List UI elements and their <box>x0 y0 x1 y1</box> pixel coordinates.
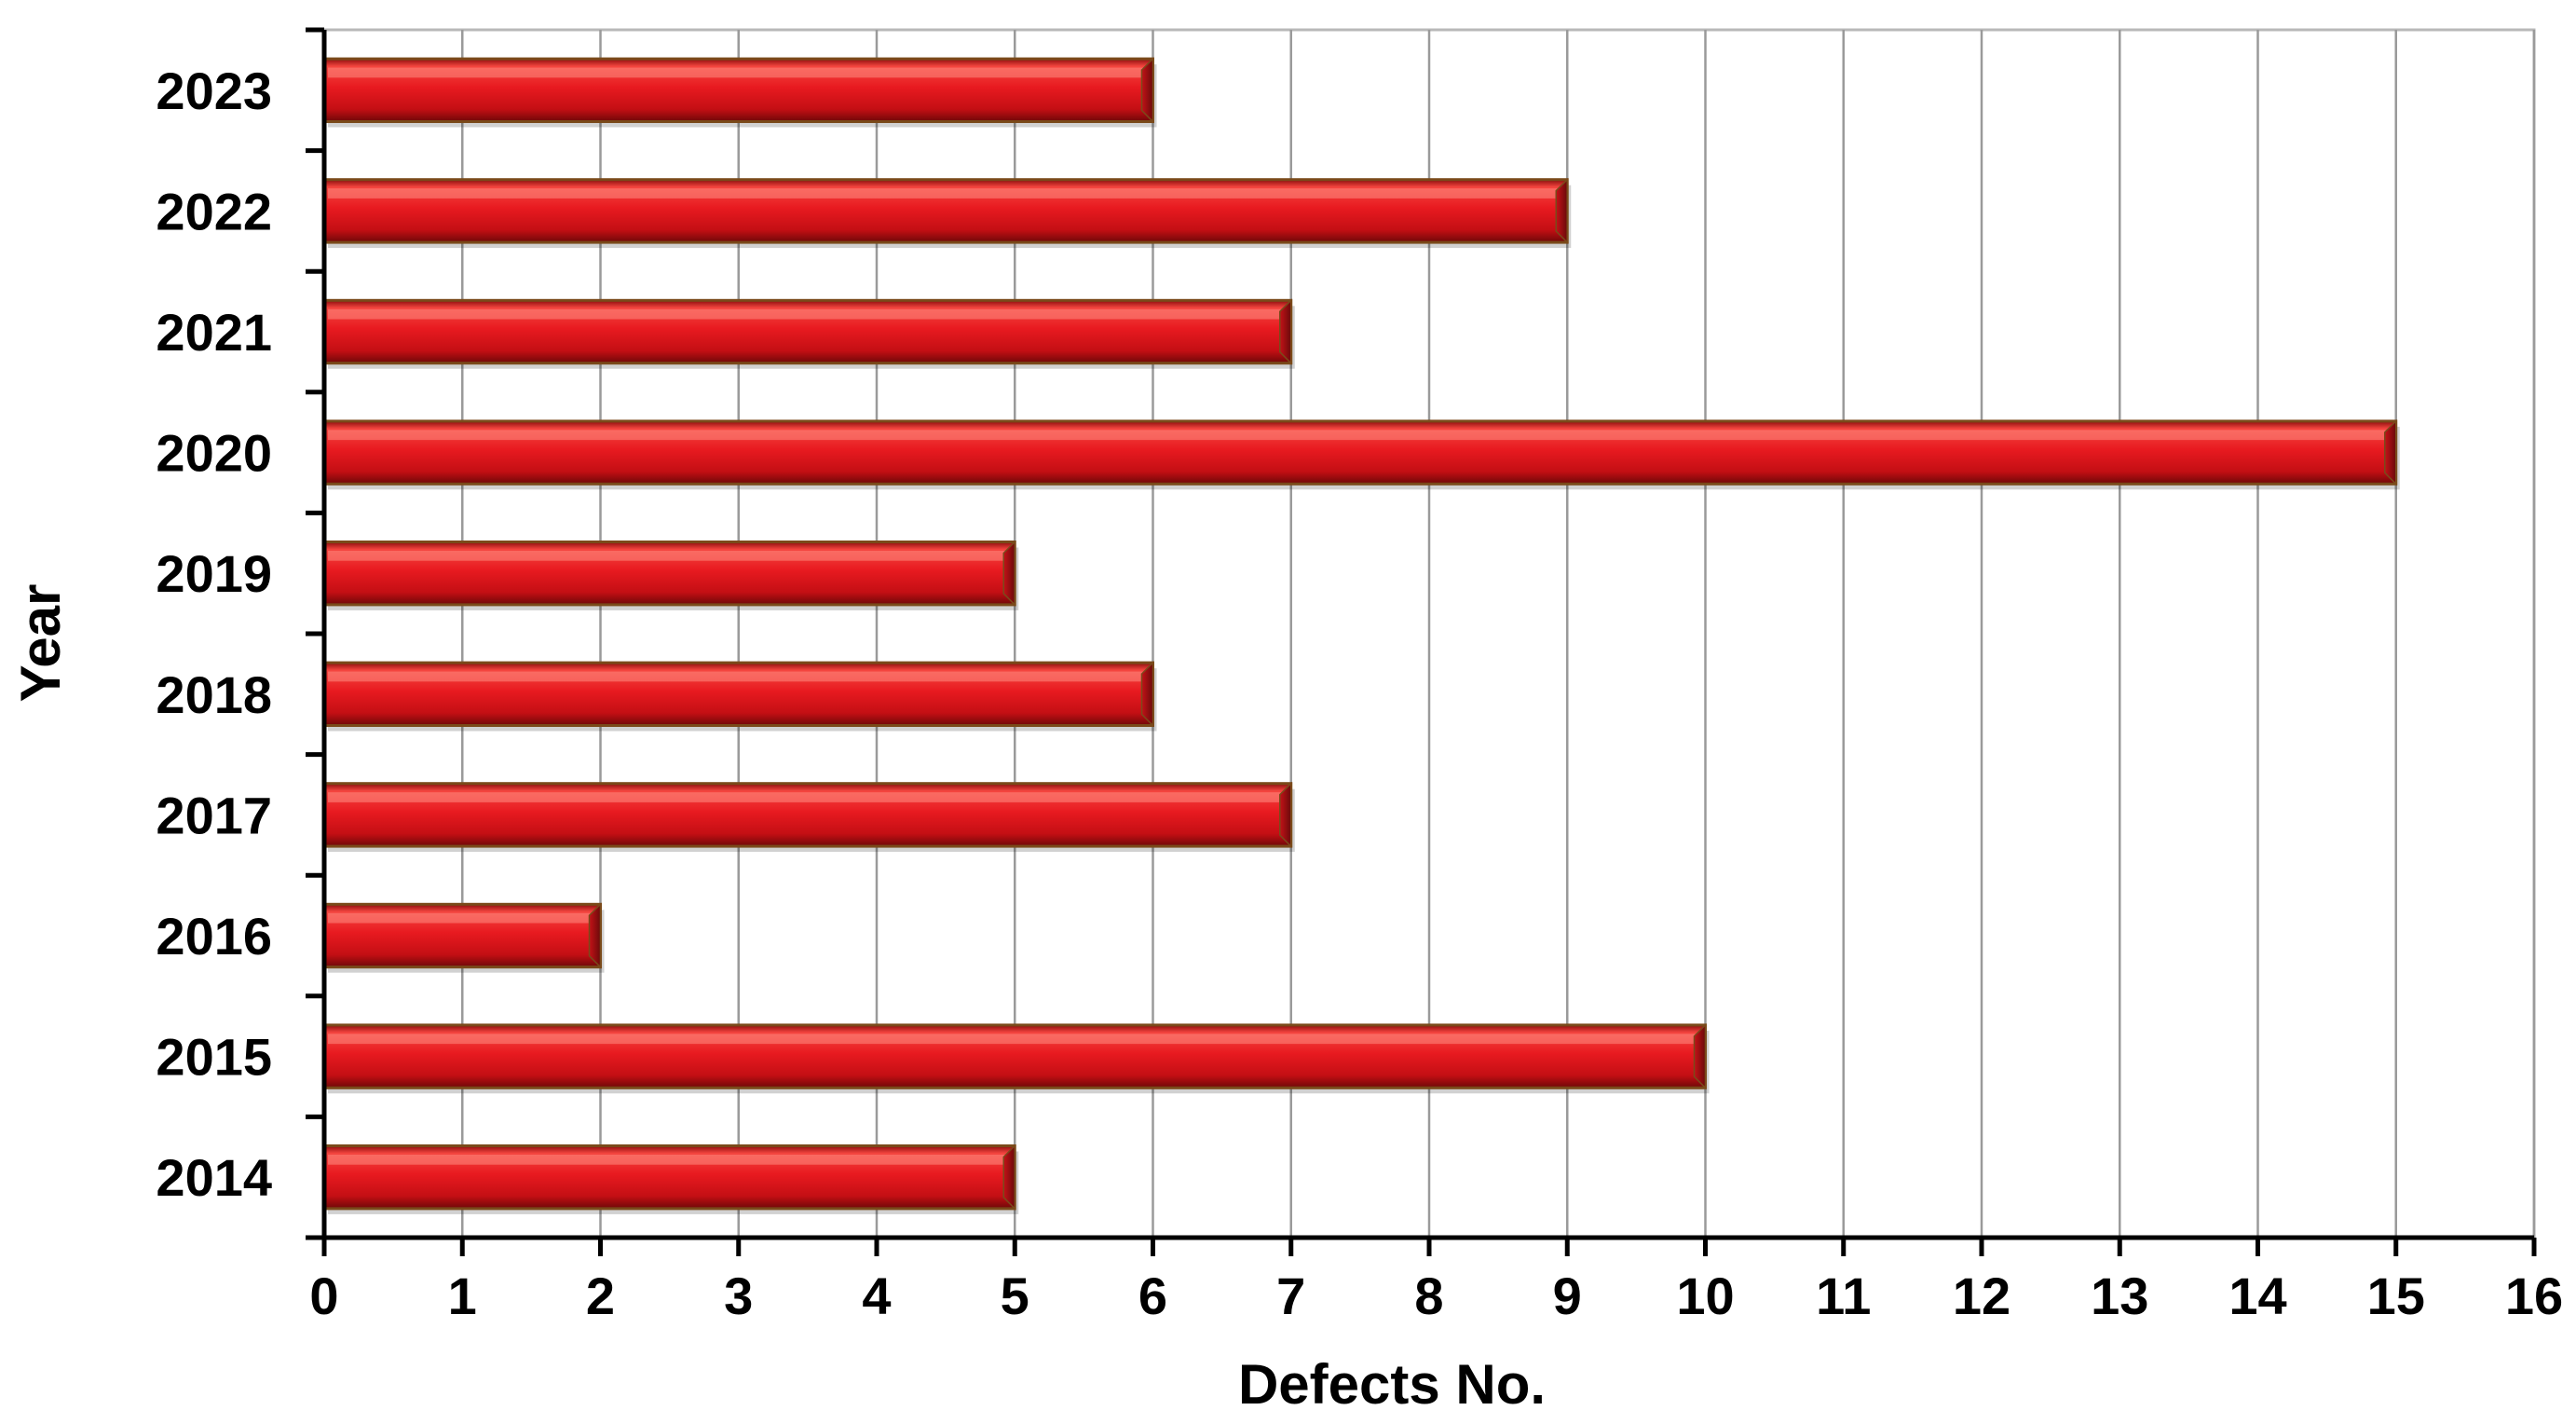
x-tick-label: 1 <box>448 1267 477 1325</box>
y-tick-label: 2021 <box>156 303 272 362</box>
x-tick-label: 16 <box>2505 1267 2563 1325</box>
bar-highlight <box>328 1034 1702 1045</box>
x-tick-label: 12 <box>1953 1267 2010 1325</box>
bar-end-cap <box>1555 177 1568 244</box>
y-tick-label: 2017 <box>156 786 272 844</box>
bar-end-cap <box>1002 540 1015 607</box>
bar-end-cap <box>1002 1143 1015 1211</box>
axes <box>306 27 2537 1256</box>
x-axis-title: Defects No. <box>1238 1353 1546 1416</box>
bar-2022 <box>322 177 1572 249</box>
bar-highlight <box>328 792 1288 802</box>
y-tick-label: 2019 <box>156 544 272 603</box>
x-tick-label: 2 <box>586 1267 615 1325</box>
x-tick-label: 9 <box>1553 1267 1582 1325</box>
y-tick-label: 2014 <box>156 1148 272 1207</box>
bar-2016 <box>322 902 605 973</box>
x-tick-label: 0 <box>309 1267 338 1325</box>
y-tick-label: 2018 <box>156 665 272 724</box>
bar-2014 <box>322 1143 1019 1214</box>
x-tick-label: 13 <box>2091 1267 2148 1325</box>
x-tick-label: 3 <box>724 1267 753 1325</box>
x-tick-label: 7 <box>1276 1267 1305 1325</box>
bar-2020 <box>322 419 2400 490</box>
y-axis-title: Year <box>9 584 72 703</box>
y-tick-label: 2022 <box>156 182 272 240</box>
bar-2017 <box>322 781 1295 853</box>
bar-2021 <box>322 298 1295 369</box>
y-tick-label: 2020 <box>156 424 272 483</box>
bar-end-cap <box>1693 1023 1707 1090</box>
bar-2019 <box>322 540 1019 610</box>
bar-2015 <box>322 1023 1710 1094</box>
bar-end-cap <box>2384 419 2397 486</box>
bar-2018 <box>322 661 1157 732</box>
x-tick-label: 10 <box>1676 1267 1734 1325</box>
bar-highlight <box>328 671 1150 682</box>
x-tick-label: 14 <box>2228 1267 2286 1325</box>
bar-highlight <box>328 912 597 924</box>
bar-highlight <box>328 430 2392 441</box>
y-tick-label: 2023 <box>156 62 272 120</box>
x-tick-label: 8 <box>1414 1267 1443 1325</box>
bar-highlight <box>328 188 1564 199</box>
x-tick-label: 15 <box>2367 1267 2425 1325</box>
x-tick-label: 4 <box>862 1267 891 1325</box>
bar-end-cap <box>1279 298 1292 365</box>
tick-labels: 2014201520162017201820192020202120222023… <box>156 62 2563 1325</box>
bar-end-cap <box>588 902 602 969</box>
x-tick-label: 11 <box>1816 1267 1871 1325</box>
y-tick-label: 2016 <box>156 907 272 965</box>
x-tick-label: 6 <box>1138 1267 1167 1325</box>
bar-2023 <box>322 57 1157 128</box>
bar-highlight <box>328 308 1288 320</box>
bar-end-cap <box>1140 661 1154 728</box>
x-tick-label: 5 <box>1001 1267 1029 1325</box>
bar-highlight <box>328 67 1150 78</box>
bar-end-cap <box>1279 781 1292 848</box>
bars <box>322 57 2400 1214</box>
y-tick-label: 2015 <box>156 1028 272 1087</box>
bar-end-cap <box>1140 57 1154 124</box>
bar-highlight <box>328 1154 1012 1165</box>
bar-highlight <box>328 550 1012 561</box>
